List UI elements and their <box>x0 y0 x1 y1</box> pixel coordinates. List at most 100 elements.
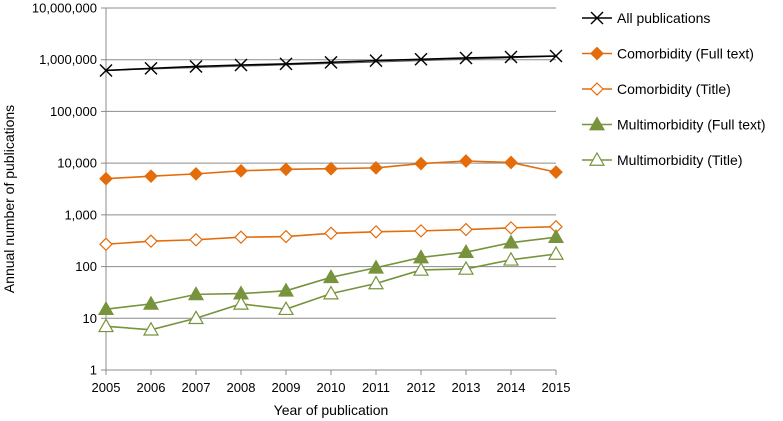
data-point <box>232 295 250 310</box>
series-0 <box>99 49 563 77</box>
series-layer <box>97 49 565 336</box>
data-point <box>189 232 203 247</box>
data-point <box>504 221 518 235</box>
legend-item: Comorbidity (Full text) <box>582 46 754 62</box>
x-tick-label: 2013 <box>452 380 481 395</box>
legend-marker <box>590 11 604 25</box>
marker-stroke <box>234 58 248 72</box>
legend-label: Comorbidity (Full text) <box>617 46 754 62</box>
series-4 <box>97 245 565 336</box>
y-tick-label: 10 <box>83 311 97 326</box>
y-axis: 1 10 100 1,000 10,000 100,000 1,000,000 10,000,… <box>32 1 107 378</box>
data-point <box>547 228 565 244</box>
data-point <box>99 237 113 252</box>
data-point <box>367 259 385 274</box>
marker-stroke <box>279 57 293 71</box>
series-3 <box>97 228 565 316</box>
data-point <box>322 269 340 284</box>
marker-stroke <box>369 54 383 68</box>
data-point <box>279 162 293 177</box>
series-2 <box>99 219 563 252</box>
data-point <box>142 321 160 336</box>
data-point <box>142 295 160 310</box>
data-point <box>502 251 520 266</box>
legend-item: All publications <box>582 10 710 26</box>
data-point <box>457 260 475 275</box>
marker-stroke <box>549 49 563 63</box>
x-tick-label: 2005 <box>92 380 121 395</box>
x-tick-label: 2009 <box>272 380 301 395</box>
data-point <box>234 230 248 245</box>
data-point <box>187 310 205 325</box>
data-point <box>97 300 115 316</box>
trendline <box>105 55 557 71</box>
x-tick-label: 2010 <box>317 380 346 395</box>
legend-marker <box>588 151 606 166</box>
x-tick-label: 2007 <box>182 380 211 395</box>
data-point <box>504 155 518 170</box>
data-point <box>369 161 383 175</box>
x-tick-label: 2014 <box>497 380 526 395</box>
y-tick-label: 1,000 <box>64 207 97 222</box>
data-point <box>504 50 518 64</box>
data-point <box>279 57 293 71</box>
data-point <box>414 156 428 171</box>
x-tick-label: 2011 <box>362 380 390 395</box>
legend-marker <box>590 46 604 61</box>
data-point <box>99 171 113 186</box>
y-axis-title: Annual number of publications <box>1 105 17 293</box>
x-tick-label: 2008 <box>227 380 256 395</box>
legend-marker <box>588 116 606 131</box>
data-point <box>277 282 295 297</box>
marker-stroke <box>324 55 338 69</box>
data-point <box>369 224 383 239</box>
marker-stroke <box>504 50 518 64</box>
marker-stroke <box>144 61 158 75</box>
data-point <box>367 275 385 290</box>
legend-item: Multimorbidity (Full text) <box>582 116 766 133</box>
legend-item: Multimorbidity (Title) <box>582 151 743 168</box>
marker-stroke <box>99 63 113 77</box>
data-point <box>189 59 203 73</box>
y-tick-label: 1 <box>90 363 97 378</box>
data-point <box>549 49 563 63</box>
marker-stroke <box>414 52 428 66</box>
data-point <box>97 318 115 333</box>
data-point <box>144 234 158 249</box>
x-axis: 2005 2006 2007 2008 2009 2010 2011 2012 2013 2014… <box>92 370 570 395</box>
data-point <box>502 234 520 249</box>
data-point <box>414 224 428 238</box>
y-tick-label: 1,000,000 <box>39 52 97 67</box>
x-axis-title: Year of publication <box>274 402 389 418</box>
data-point <box>324 55 338 69</box>
marker-stroke <box>590 11 604 25</box>
data-point <box>459 222 473 237</box>
legend-label: Multimorbidity (Full text) <box>617 117 766 133</box>
data-point <box>459 154 473 168</box>
data-point <box>324 226 338 241</box>
legend-marker <box>590 82 604 96</box>
y-tick-label: 10,000,000 <box>32 1 97 16</box>
marker-stroke <box>459 51 473 65</box>
data-point <box>459 51 473 65</box>
y-tick-label: 10,000 <box>57 156 97 171</box>
x-tick-label: 2012 <box>407 380 436 395</box>
data-point <box>547 245 565 260</box>
data-point <box>369 54 383 68</box>
data-point <box>277 300 295 316</box>
data-point <box>99 63 113 77</box>
data-point <box>549 165 563 179</box>
data-point <box>414 52 428 66</box>
data-point <box>189 167 203 181</box>
data-point <box>324 161 338 176</box>
legend-label: Comorbidity (Title) <box>617 81 731 97</box>
data-point <box>457 243 475 259</box>
y-tick-label: 100 <box>75 259 97 274</box>
data-point <box>412 261 430 276</box>
legend-item: Comorbidity (Title) <box>582 81 731 97</box>
x-tick-label: 2006 <box>137 380 166 395</box>
series-1 <box>99 154 563 186</box>
data-point <box>322 285 340 300</box>
y-tick-label: 100,000 <box>50 104 97 119</box>
